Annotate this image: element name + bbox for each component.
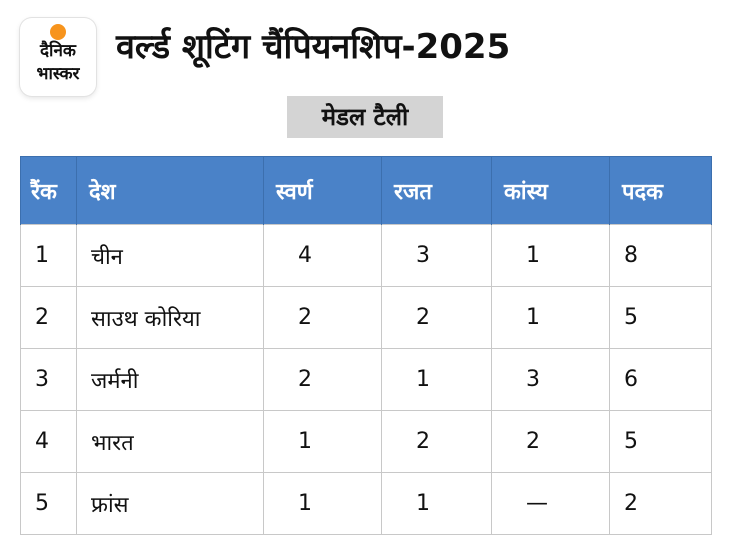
cell-bronze: — bbox=[491, 472, 610, 535]
table-row: 4 भारत 1 2 2 5 bbox=[20, 410, 712, 473]
cell-silver: 3 bbox=[381, 224, 492, 287]
cell-total: 5 bbox=[609, 286, 712, 349]
cell-rank: 4 bbox=[20, 410, 77, 473]
cell-rank: 5 bbox=[20, 472, 77, 535]
table-row: 1 चीन 4 3 1 8 bbox=[20, 224, 712, 287]
cell-bronze: 1 bbox=[491, 286, 610, 349]
table-header-row: रैंक देश स्वर्ण रजत कांस्य पदक bbox=[20, 156, 712, 225]
table-row: 5 फ्रांस 1 1 — 2 bbox=[20, 472, 712, 535]
cell-country: भारत bbox=[76, 410, 264, 473]
cell-rank: 2 bbox=[20, 286, 77, 349]
subtitle-badge: मेडल टैली bbox=[287, 96, 443, 138]
logo-text-line2: भास्कर bbox=[36, 64, 80, 84]
cell-total: 8 bbox=[609, 224, 712, 287]
cell-silver: 2 bbox=[381, 286, 492, 349]
cell-gold: 4 bbox=[263, 224, 382, 287]
dainik-bhaskar-logo: दैनिक भास्कर bbox=[20, 18, 96, 96]
medal-table: रैंक देश स्वर्ण रजत कांस्य पदक 1 चीन 4 3… bbox=[20, 156, 712, 535]
cell-silver: 1 bbox=[381, 348, 492, 411]
cell-total: 5 bbox=[609, 410, 712, 473]
cell-silver: 1 bbox=[381, 472, 492, 535]
cell-bronze: 3 bbox=[491, 348, 610, 411]
header-gold: स्वर्ण bbox=[263, 156, 382, 225]
cell-gold: 1 bbox=[263, 472, 382, 535]
cell-total: 6 bbox=[609, 348, 712, 411]
header-silver: रजत bbox=[381, 156, 492, 225]
cell-country: चीन bbox=[76, 224, 264, 287]
header-rank: रैंक bbox=[20, 156, 77, 225]
cell-gold: 2 bbox=[263, 286, 382, 349]
page-title: वर्ल्ड शूटिंग चैंपियनशिप-2025 bbox=[116, 27, 511, 67]
header-total: पदक bbox=[609, 156, 712, 225]
header-country: देश bbox=[76, 156, 264, 225]
cell-rank: 1 bbox=[20, 224, 77, 287]
sun-icon bbox=[50, 24, 66, 40]
cell-country: फ्रांस bbox=[76, 472, 264, 535]
header-bronze: कांस्य bbox=[491, 156, 610, 225]
cell-silver: 2 bbox=[381, 410, 492, 473]
cell-total: 2 bbox=[609, 472, 712, 535]
logo-text-line1: दैनिक bbox=[40, 41, 76, 61]
cell-gold: 1 bbox=[263, 410, 382, 473]
cell-country: जर्मनी bbox=[76, 348, 264, 411]
table-row: 2 साउथ कोरिया 2 2 1 5 bbox=[20, 286, 712, 349]
cell-rank: 3 bbox=[20, 348, 77, 411]
table-row: 3 जर्मनी 2 1 3 6 bbox=[20, 348, 712, 411]
cell-gold: 2 bbox=[263, 348, 382, 411]
cell-bronze: 1 bbox=[491, 224, 610, 287]
cell-bronze: 2 bbox=[491, 410, 610, 473]
cell-country: साउथ कोरिया bbox=[76, 286, 264, 349]
